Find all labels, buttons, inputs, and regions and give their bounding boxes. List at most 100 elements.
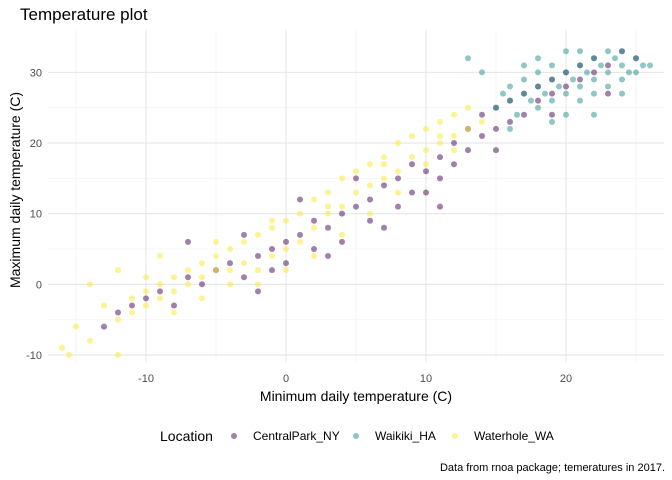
data-point (549, 62, 555, 69)
data-point (283, 245, 289, 252)
data-point (598, 62, 604, 69)
legend-key (353, 433, 359, 439)
data-point (423, 147, 429, 154)
data-point (325, 203, 331, 210)
data-point (297, 210, 303, 217)
data-point (339, 238, 345, 245)
data-point (612, 55, 618, 62)
data-point (115, 267, 121, 274)
data-point (241, 231, 247, 238)
data-point (199, 260, 205, 267)
data-point (311, 217, 317, 224)
data-point (493, 104, 499, 111)
data-point (255, 288, 261, 295)
data-point (451, 132, 457, 139)
data-point (143, 302, 149, 309)
data-point (423, 161, 429, 168)
data-point (199, 295, 205, 302)
data-point (297, 196, 303, 203)
data-point (87, 281, 93, 288)
data-point (507, 118, 513, 125)
data-point (367, 196, 373, 203)
x-tick-label: 0 (283, 373, 289, 385)
data-point (479, 132, 485, 139)
data-point (465, 125, 471, 132)
data-point (535, 104, 541, 111)
y-tick-labels: -10 0 10 20 30 (26, 67, 42, 362)
data-point (269, 267, 275, 274)
data-point (143, 288, 149, 295)
data-point (563, 90, 569, 97)
y-tick-label: 20 (30, 138, 42, 150)
y-tick-label: 10 (30, 209, 42, 221)
data-point (311, 196, 317, 203)
data-point (171, 274, 177, 281)
data-point (185, 281, 191, 288)
data-point (227, 281, 233, 288)
data-point (311, 224, 317, 231)
data-point (185, 238, 191, 245)
data-point (129, 302, 135, 309)
data-point (129, 295, 135, 302)
data-points (59, 48, 653, 358)
data-point (353, 175, 359, 182)
data-point (437, 132, 443, 139)
data-point (521, 90, 527, 97)
data-point (493, 147, 499, 154)
data-point (549, 76, 555, 83)
x-tick-labels: -10 0 10 20 (138, 373, 572, 385)
data-point (605, 83, 611, 90)
data-point (619, 90, 625, 97)
data-point (241, 274, 247, 281)
data-point (353, 203, 359, 210)
data-point (339, 210, 345, 217)
data-point (437, 118, 443, 125)
data-point (325, 210, 331, 217)
data-point (367, 217, 373, 224)
x-axis-title: Minimum daily temperature (C) (260, 388, 452, 404)
data-point (129, 309, 135, 316)
legend-label: CentralPark_NY (253, 429, 340, 443)
data-point (199, 274, 205, 281)
data-point (171, 302, 177, 309)
data-point (101, 323, 107, 330)
data-point (591, 76, 597, 83)
data-point (283, 267, 289, 274)
data-point (507, 97, 513, 104)
data-point (255, 267, 261, 274)
data-point (395, 175, 401, 182)
data-point (87, 337, 93, 344)
data-point (115, 309, 121, 316)
data-point (451, 140, 457, 147)
data-point (395, 140, 401, 147)
data-point (255, 281, 261, 288)
data-point (605, 69, 611, 76)
data-point (549, 118, 555, 125)
data-point (556, 83, 562, 90)
data-point (269, 245, 275, 252)
data-point (283, 260, 289, 267)
data-point (283, 238, 289, 245)
data-point (570, 76, 576, 83)
data-point (647, 62, 653, 69)
data-point (542, 90, 548, 97)
data-point (143, 274, 149, 281)
data-point (185, 267, 191, 274)
data-point (563, 111, 569, 118)
data-point (507, 125, 513, 132)
data-point (367, 210, 373, 217)
data-point (437, 175, 443, 182)
data-point (521, 76, 527, 83)
data-point (563, 48, 569, 55)
data-point (101, 302, 107, 309)
data-point (381, 161, 387, 168)
data-point (591, 69, 597, 76)
data-point (227, 245, 233, 252)
data-point (255, 231, 261, 238)
data-point (171, 288, 177, 295)
data-point (451, 147, 457, 154)
data-point (465, 55, 471, 62)
data-point (409, 161, 415, 168)
data-point (339, 231, 345, 238)
data-point (367, 182, 373, 189)
